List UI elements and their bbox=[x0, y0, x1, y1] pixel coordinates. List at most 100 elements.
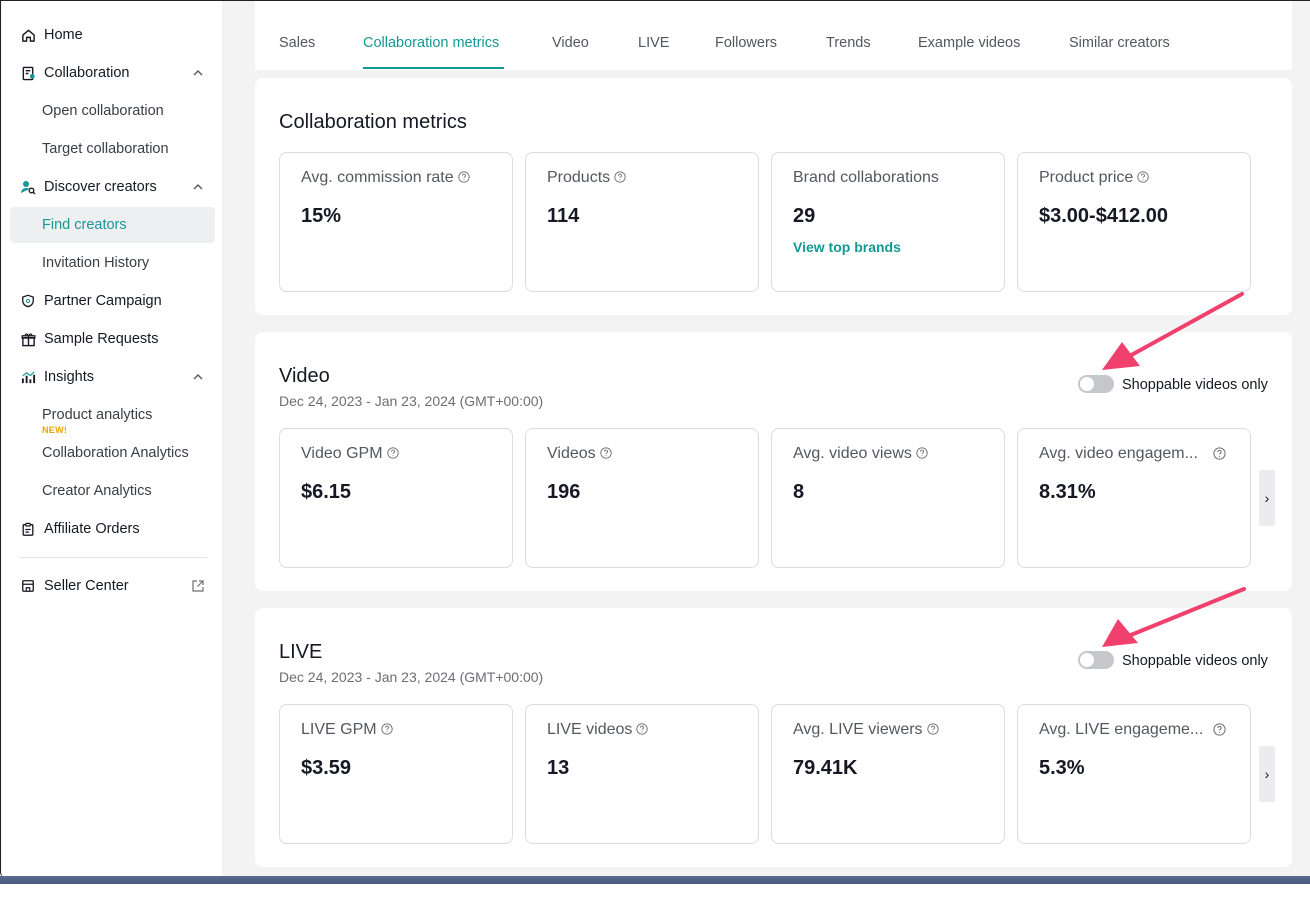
metric-value: 79.41K bbox=[793, 757, 858, 779]
sidebar-item-sample-requests[interactable]: Sample Requests bbox=[10, 321, 215, 357]
metric-label-text: Avg. LIVE viewers bbox=[793, 721, 923, 738]
external-link-icon[interactable] bbox=[191, 579, 205, 593]
panel-title: LIVE bbox=[279, 641, 323, 663]
sidebar-item-label: Find creators bbox=[42, 217, 127, 233]
sidebar-divider bbox=[20, 557, 207, 558]
sidebar-item-label: Creator Analytics bbox=[42, 483, 152, 499]
sidebar-item-creator-analytics[interactable]: Creator Analytics bbox=[10, 473, 215, 509]
metric-value: 114 bbox=[547, 205, 580, 227]
sidebar-item-collaboration[interactable]: Collaboration bbox=[10, 55, 215, 91]
tab-trends[interactable]: Trends bbox=[826, 35, 871, 51]
sidebar-item-label: Invitation History bbox=[42, 255, 150, 271]
sidebar-item-find-creators[interactable]: Find creators bbox=[10, 207, 215, 243]
active-tab-indicator bbox=[363, 67, 504, 69]
help-icon[interactable] bbox=[386, 447, 399, 459]
metric-label: Brand collaborations bbox=[793, 169, 939, 186]
sidebar-item-label: Home bbox=[44, 27, 83, 43]
help-icon[interactable] bbox=[614, 171, 626, 183]
tab-example-videos[interactable]: Example videos bbox=[918, 35, 1021, 51]
next-cards-button[interactable]: › bbox=[1259, 470, 1275, 526]
sidebar-item-affiliate-orders[interactable]: Affiliate Orders bbox=[10, 511, 215, 547]
video-panel: Video Dec 24, 2023 - Jan 23, 2024 (GMT+0… bbox=[255, 332, 1292, 591]
sidebar-item-collaboration-analytics[interactable]: Collaboration Analytics bbox=[10, 435, 215, 471]
date-range: Dec 24, 2023 - Jan 23, 2024 (GMT+00:00) bbox=[279, 393, 544, 409]
sidebar-item-discover-creators[interactable]: Discover creators bbox=[10, 169, 215, 205]
os-taskbar bbox=[0, 876, 1310, 884]
annotation-arrow-icon bbox=[1102, 292, 1244, 370]
metric-label: Avg. video engagem... bbox=[1039, 445, 1198, 462]
metric-value: 15% bbox=[301, 205, 342, 227]
metric-value: $3.59 bbox=[301, 757, 352, 779]
chevron-up-icon[interactable] bbox=[191, 370, 205, 384]
metric-card-product-price: Product price $3.00-$412.00 bbox=[1017, 152, 1251, 292]
metric-card-live-videos: LIVE videos 13 bbox=[525, 704, 759, 844]
metric-card-products: Products 114 bbox=[525, 152, 759, 292]
sidebar-item-home[interactable]: Home bbox=[10, 17, 215, 53]
toggle-knob bbox=[1080, 377, 1094, 391]
metric-label-text: LIVE videos bbox=[547, 721, 633, 738]
app-window: Home Collaboration Open collaboration Ta… bbox=[0, 0, 1310, 878]
view-top-brands-link[interactable]: View top brands bbox=[793, 239, 901, 255]
sidebar-item-product-analytics[interactable]: Product analytics bbox=[10, 397, 215, 433]
tab-similar-creators[interactable]: Similar creators bbox=[1069, 35, 1170, 51]
help-icon[interactable] bbox=[1137, 171, 1149, 183]
help-icon[interactable] bbox=[926, 723, 939, 735]
sidebar-item-partner-campaign[interactable]: Partner Campaign bbox=[10, 283, 215, 319]
tab-video[interactable]: Video bbox=[552, 35, 589, 51]
metric-card-videos: Videos 196 bbox=[525, 428, 759, 568]
help-icon[interactable] bbox=[1213, 723, 1226, 736]
live-panel: LIVE Dec 24, 2023 - Jan 23, 2024 (GMT+00… bbox=[255, 608, 1292, 867]
store-icon bbox=[20, 578, 36, 594]
chevron-up-icon[interactable] bbox=[191, 180, 205, 194]
collaboration-metrics-panel: Collaboration metrics Avg. commission ra… bbox=[255, 78, 1292, 315]
help-icon[interactable] bbox=[1213, 447, 1226, 460]
sidebar-item-label: Affiliate Orders bbox=[44, 521, 140, 537]
sidebar-item-label: Collaboration Analytics bbox=[42, 445, 189, 461]
sidebar-item-open-collaboration[interactable]: Open collaboration bbox=[10, 93, 215, 129]
tab-collaboration-metrics[interactable]: Collaboration metrics bbox=[363, 35, 500, 51]
chevron-up-icon[interactable] bbox=[191, 66, 205, 80]
help-icon[interactable] bbox=[636, 723, 649, 735]
sidebar-item-label: Insights bbox=[44, 369, 94, 385]
shoppable-videos-toggle[interactable] bbox=[1078, 651, 1114, 669]
tab-live[interactable]: LIVE bbox=[638, 35, 670, 51]
document-person-icon bbox=[20, 65, 36, 81]
sidebar-item-target-collaboration[interactable]: Target collaboration bbox=[10, 131, 215, 167]
help-icon[interactable] bbox=[380, 723, 393, 735]
sidebar-item-label: Discover creators bbox=[44, 179, 157, 195]
metric-card-video-gpm: Video GPM $6.15 bbox=[279, 428, 513, 568]
metric-label: Avg. video views bbox=[793, 445, 928, 463]
help-icon[interactable] bbox=[916, 447, 928, 459]
metric-label-text: Avg. video views bbox=[793, 445, 912, 462]
sidebar-item-seller-center[interactable]: Seller Center bbox=[10, 568, 215, 604]
toggle-label: Shoppable videos only bbox=[1122, 653, 1268, 669]
metric-card-avg-live-viewers: Avg. LIVE viewers 79.41K bbox=[771, 704, 1005, 844]
tab-followers[interactable]: Followers bbox=[715, 35, 778, 51]
sidebar-item-label: Open collaboration bbox=[42, 103, 164, 119]
metric-value: 13 bbox=[547, 757, 570, 779]
metric-label: Avg. commission rate bbox=[301, 169, 470, 187]
home-icon bbox=[20, 27, 36, 43]
metric-value: 196 bbox=[547, 481, 581, 503]
bar-chart-icon bbox=[20, 369, 36, 385]
tab-sales[interactable]: Sales bbox=[279, 35, 316, 51]
user-search-icon bbox=[20, 179, 36, 195]
metric-card-live-gpm: LIVE GPM $3.59 bbox=[279, 704, 513, 844]
metric-label-text: Products bbox=[547, 169, 611, 186]
metric-value: $3.00-$412.00 bbox=[1039, 205, 1169, 227]
toggle-label: Shoppable videos only bbox=[1122, 377, 1268, 393]
next-cards-button[interactable]: › bbox=[1259, 746, 1275, 802]
shield-icon bbox=[20, 293, 36, 309]
date-range: Dec 24, 2023 - Jan 23, 2024 (GMT+00:00) bbox=[279, 669, 544, 685]
help-icon[interactable] bbox=[599, 447, 612, 459]
metric-label: Avg. LIVE engageme... bbox=[1039, 721, 1204, 738]
shoppable-videos-toggle[interactable] bbox=[1078, 375, 1114, 393]
sidebar-item-invitation-history[interactable]: Invitation History bbox=[10, 245, 215, 281]
metric-label-text: Product price bbox=[1039, 169, 1134, 186]
tab-bar: Sales Collaboration metrics Video LIVE F… bbox=[255, 1, 1292, 70]
gift-icon bbox=[20, 331, 36, 347]
sidebar-item-label: Seller Center bbox=[44, 578, 129, 594]
metric-label-text: Videos bbox=[547, 445, 596, 462]
sidebar-item-insights[interactable]: Insights bbox=[10, 359, 215, 395]
help-icon[interactable] bbox=[458, 171, 470, 183]
